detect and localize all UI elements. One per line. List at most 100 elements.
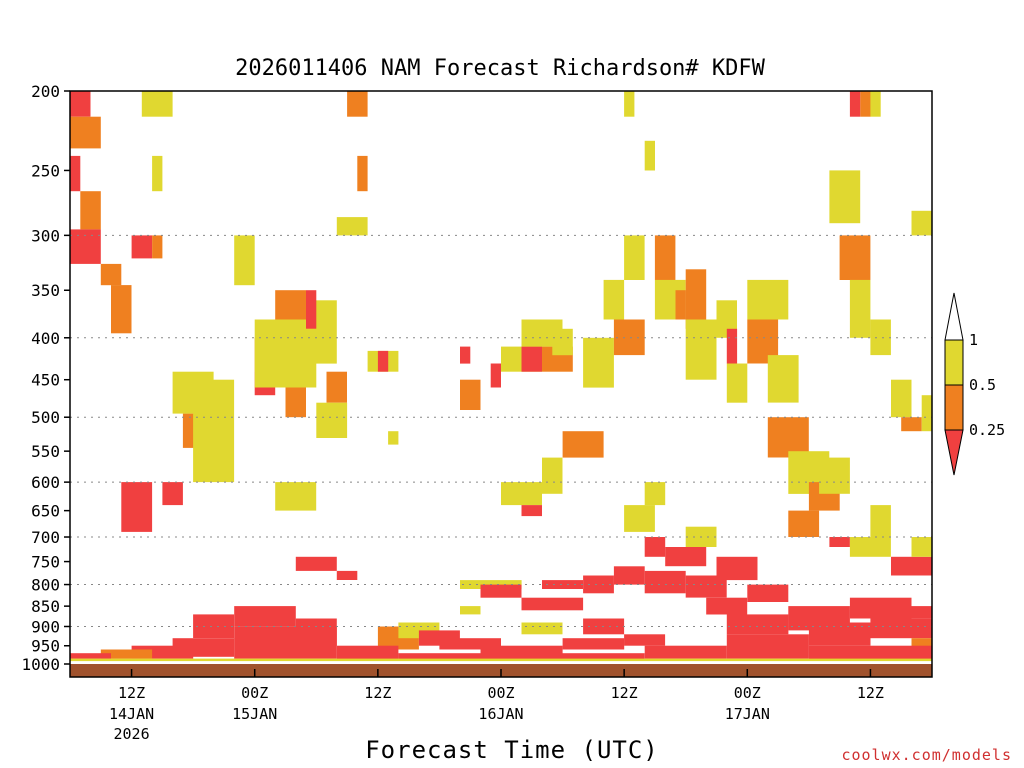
ri-cell-88 <box>808 622 871 646</box>
ri-cell-31 <box>336 217 368 236</box>
x-date-label-18: 15JAN <box>232 705 277 723</box>
ri-cell-120 <box>234 606 296 627</box>
ri-cell-101 <box>644 537 666 557</box>
ri-cell-86 <box>726 614 789 635</box>
ri-cell-113 <box>439 638 501 650</box>
ri-cell-56 <box>685 269 707 329</box>
ri-cell-5 <box>100 263 122 286</box>
ri-cell-60 <box>726 363 748 403</box>
ri-cell-69 <box>829 170 861 224</box>
ri-cell-6 <box>111 285 132 334</box>
x-year-label-6: 2026 <box>114 725 150 743</box>
ri-cell-25 <box>316 402 348 438</box>
ri-cell-48 <box>613 319 645 356</box>
y-tick-label-500: 500 <box>31 408 60 427</box>
ri-cell-28 <box>336 570 358 580</box>
y-tick-label-750: 750 <box>31 553 60 572</box>
ri-cell-98 <box>911 537 932 557</box>
legend-band-orange <box>944 384 964 431</box>
ri-cell-74 <box>870 319 891 356</box>
ri-cell-67 <box>819 457 850 494</box>
ri-cell-63 <box>767 355 799 403</box>
ri-cell-108 <box>521 597 584 611</box>
x-tick-label-78: 12Z <box>857 684 884 702</box>
ri-cell-2 <box>70 155 81 192</box>
ri-cell-126 <box>100 649 153 659</box>
ri-cell-128 <box>398 653 481 661</box>
ri-cell-129 <box>480 649 543 661</box>
ri-cell-115 <box>562 638 625 650</box>
ri-cell-109 <box>460 606 481 615</box>
ri-cell-45 <box>542 457 563 494</box>
legend-bottom-triangle <box>944 429 964 476</box>
ri-cell-3 <box>80 191 101 230</box>
ri-cell-1 <box>70 116 101 149</box>
y-tick-label-250: 250 <box>31 161 60 180</box>
x-axis-label: Forecast Time (UTC) <box>365 736 659 764</box>
ri-cell-124 <box>336 645 399 661</box>
ri-cell-9 <box>141 91 173 117</box>
ri-cell-78 <box>911 210 932 236</box>
y-tick-label-850: 850 <box>31 597 60 616</box>
ri-cell-100 <box>624 505 655 532</box>
ri-cell-26 <box>275 482 317 511</box>
ri-cell-71 <box>860 91 871 117</box>
x-tick-label-66: 00Z <box>734 684 761 702</box>
y-tick-label-400: 400 <box>31 329 60 348</box>
credit-link[interactable]: coolwx.com/models <box>841 746 1012 764</box>
ri-cell-107 <box>542 580 583 589</box>
ri-cell-72 <box>849 91 861 117</box>
y-tick-label-550: 550 <box>31 442 60 461</box>
ri-cell-10 <box>152 155 163 192</box>
ri-cell-36 <box>460 346 471 364</box>
ri-cell-85 <box>747 584 789 602</box>
ri-cell-7 <box>131 235 153 259</box>
ri-cell-84 <box>706 597 748 615</box>
y-tick-label-700: 700 <box>31 528 60 547</box>
ri-cell-62 <box>747 279 789 320</box>
ri-cell-132 <box>726 634 809 659</box>
x-tick-label-30: 12Z <box>364 684 391 702</box>
ri-cell-80 <box>613 566 645 585</box>
y-tick-label-900: 900 <box>31 617 60 636</box>
ri-cell-51 <box>624 91 635 117</box>
ri-cell-37 <box>490 363 501 388</box>
ri-cell-127 <box>70 653 111 659</box>
ri-cell-81 <box>644 570 686 594</box>
heatmap-cells <box>70 91 932 662</box>
ri-cell-75 <box>891 379 912 418</box>
ri-cell-52 <box>644 140 655 171</box>
time-axis: 12Z 14JAN 2026 00Z 15JAN 12Z 00Z 16JAN 12Z 00Z 17J… <box>109 669 884 743</box>
ri-cell-97 <box>891 556 932 576</box>
legend-label-2: 0.25 <box>969 421 1005 439</box>
ri-cell-82 <box>685 575 727 598</box>
y-tick-label-300: 300 <box>31 226 60 245</box>
x-date-label-66: 17JAN <box>725 705 770 723</box>
ri-cell-57 <box>685 319 717 380</box>
ri-cell-92 <box>911 638 932 650</box>
x-date-label-42: 16JAN <box>478 705 523 723</box>
ri-cell-119 <box>193 614 235 639</box>
ri-cell-96 <box>849 537 891 557</box>
ri-cell-95 <box>788 510 820 537</box>
ri-cell-79 <box>583 575 614 594</box>
y-tick-label-450: 450 <box>31 371 60 390</box>
y-tick-label-200: 200 <box>31 82 60 101</box>
ri-cell-19 <box>275 290 306 320</box>
ri-cell-58 <box>716 300 737 338</box>
x-tick-label-18: 00Z <box>241 684 268 702</box>
chart-title: 2026011406 NAM Forecast Richardson# KDFW <box>235 56 766 81</box>
ri-cell-39 <box>521 346 542 372</box>
ri-cell-99 <box>870 505 891 537</box>
ri-cell-55 <box>675 290 686 320</box>
ri-cell-94 <box>829 537 850 547</box>
ri-cell-59 <box>726 328 738 364</box>
ri-cell-104 <box>644 482 666 506</box>
x-tick-label-42: 00Z <box>487 684 514 702</box>
ri-cell-49 <box>603 279 625 320</box>
ri-cell-4 <box>70 229 101 264</box>
ri-cell-68 <box>839 235 871 280</box>
ri-cell-123 <box>234 626 337 659</box>
y-tick-label-1000: 1000 <box>21 655 60 674</box>
